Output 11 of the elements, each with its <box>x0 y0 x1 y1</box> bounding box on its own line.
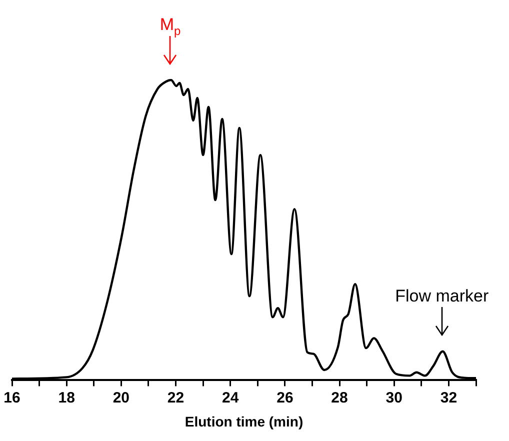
x-tick-label: 20 <box>112 389 130 406</box>
x-tick-label: 24 <box>222 389 240 406</box>
x-tick-label: 32 <box>440 389 458 406</box>
x-tick-label: 28 <box>331 389 348 406</box>
x-tick-label: 18 <box>58 389 75 406</box>
x-axis-title: Elution time (min) <box>184 413 304 430</box>
x-tick-label: 30 <box>386 389 402 406</box>
x-tick-label: 22 <box>167 389 184 406</box>
x-tick-label: 16 <box>4 389 20 406</box>
x-tick-label: 26 <box>276 389 294 406</box>
annotation: Flow marker <box>395 286 489 306</box>
